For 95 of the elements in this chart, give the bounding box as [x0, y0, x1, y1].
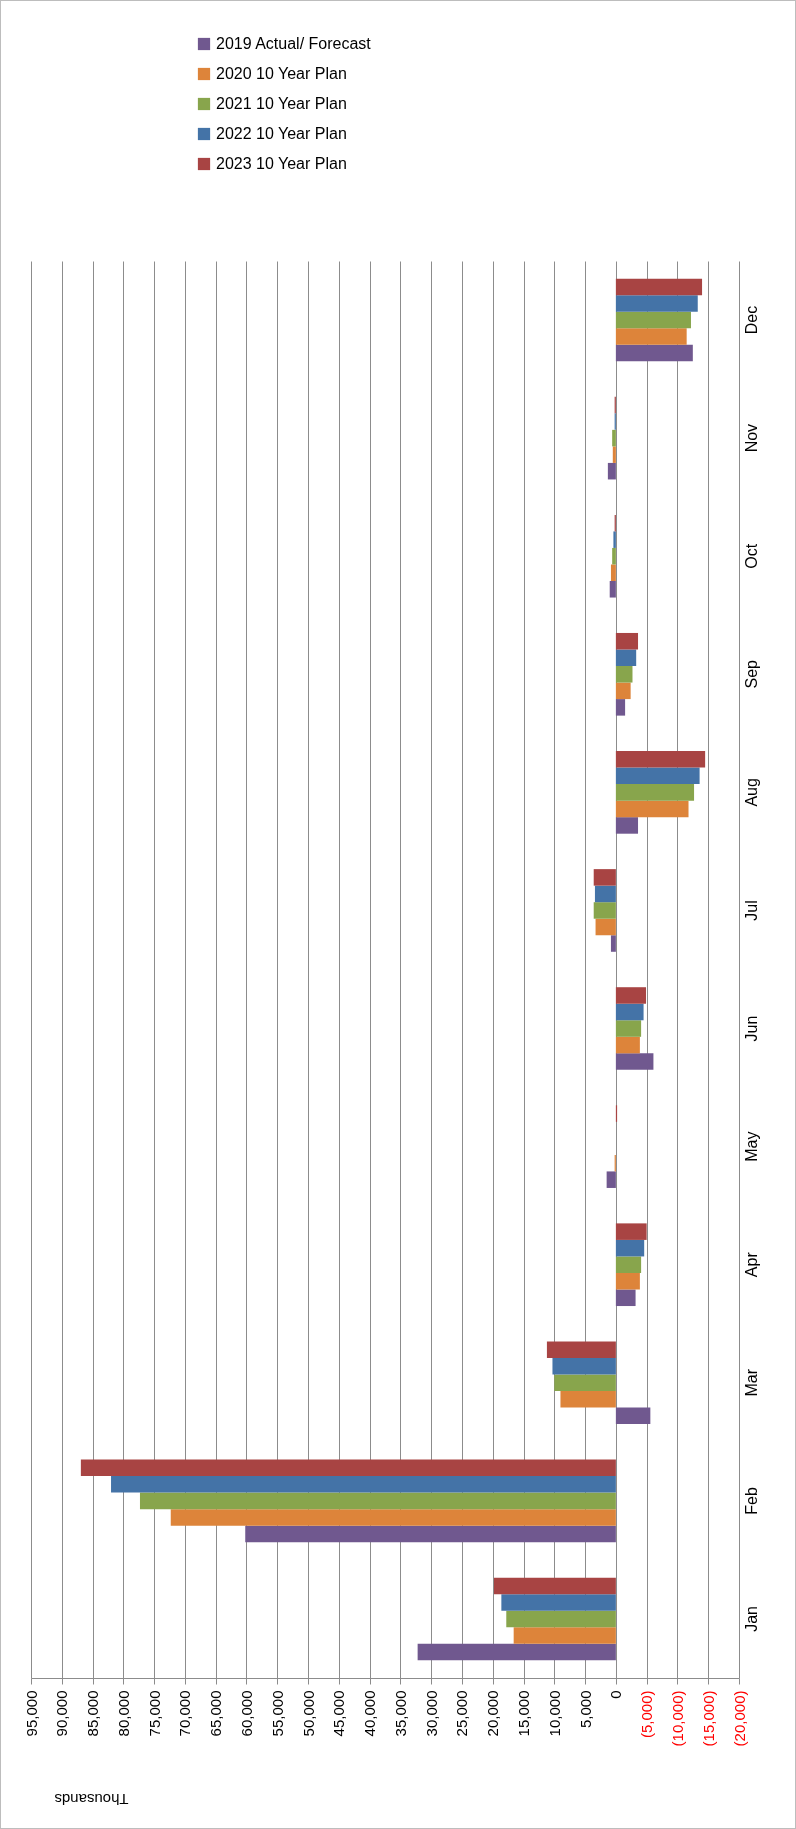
bar [615, 699, 626, 716]
bar [493, 1577, 616, 1595]
bar [170, 1509, 616, 1526]
y-tick-label: Jan [742, 1606, 760, 1632]
bar [615, 278, 703, 296]
y-tick-label: Nov [742, 423, 760, 453]
x-tick-label: 60,000 [237, 1690, 255, 1737]
bar [615, 784, 695, 801]
bar [615, 1407, 651, 1425]
x-tick-label: 55,000 [268, 1690, 286, 1737]
x-tick-label: (5,000) [638, 1690, 656, 1739]
bar [501, 1594, 616, 1611]
legend-label: 2019 Actual/ Forecast [216, 35, 372, 52]
x-tick-label: 75,000 [145, 1690, 163, 1737]
x-tick-label: 50,000 [299, 1690, 317, 1737]
bar [615, 682, 631, 700]
bar [593, 869, 616, 886]
bar [612, 547, 616, 565]
x-tick-label: 5,000 [576, 1690, 594, 1729]
x-tick-label: 95,000 [22, 1690, 40, 1737]
bar [615, 1256, 642, 1273]
x-tick-label: 80,000 [114, 1690, 132, 1737]
bar [613, 531, 616, 548]
bar [513, 1627, 616, 1644]
legend-label: 2020 10 Year Plan [216, 65, 347, 82]
x-tick-label: 90,000 [53, 1690, 71, 1737]
x-tick-label: (20,000) [730, 1690, 748, 1747]
y-tick-label: Feb [742, 1486, 760, 1515]
bar [612, 446, 616, 463]
y-tick-label: Aug [742, 778, 760, 807]
bar [615, 817, 639, 834]
x-tick-label: 10,000 [545, 1690, 563, 1737]
y-tick-label: Oct [742, 543, 760, 569]
bar [615, 1272, 640, 1290]
y-tick-label: Jul [742, 900, 760, 921]
bar [506, 1610, 616, 1628]
y-tick-label: May [742, 1131, 760, 1162]
legend-label: 2021 10 Year Plan [216, 95, 347, 112]
x-tick-label: 65,000 [207, 1690, 225, 1737]
x-tick-label: 85,000 [84, 1690, 102, 1737]
bar [560, 1391, 616, 1408]
x-tick-label: 0 [607, 1690, 625, 1699]
x-tick-label: (15,000) [699, 1690, 717, 1747]
bar [615, 1223, 647, 1240]
x-tick-label: 25,000 [453, 1690, 471, 1737]
bar [417, 1643, 616, 1661]
bar [139, 1492, 616, 1510]
bar [612, 429, 616, 447]
bar [245, 1525, 616, 1543]
y-tick-label: Dec [742, 305, 760, 335]
bar [594, 885, 616, 903]
bar [607, 462, 616, 480]
bar [615, 987, 647, 1004]
bar [615, 649, 637, 667]
bar [615, 1003, 644, 1021]
legend-label: 2022 10 Year Plan [216, 125, 347, 142]
x-tick-label: 30,000 [422, 1690, 440, 1737]
x-tick-label: 70,000 [176, 1690, 194, 1737]
bar [615, 751, 706, 768]
x-axis-title: Thousands [54, 1790, 129, 1808]
bar [615, 1036, 640, 1054]
bar [606, 1171, 616, 1188]
bar [615, 767, 700, 785]
bar [610, 564, 616, 582]
bar [615, 632, 639, 650]
legend-label: 2023 10 Year Plan [216, 155, 347, 172]
bar [80, 1459, 616, 1477]
bar [615, 800, 689, 818]
x-tick-label: 15,000 [515, 1690, 533, 1737]
x-tick-label: (10,000) [668, 1690, 686, 1747]
bar [554, 1374, 616, 1392]
bar [615, 328, 687, 345]
bar [552, 1357, 616, 1375]
bar [610, 935, 616, 952]
y-tick-label: Sep [742, 659, 760, 689]
bar [615, 1239, 645, 1257]
bar [615, 1020, 642, 1037]
bar [615, 311, 691, 329]
bar [609, 581, 616, 598]
x-tick-label: 45,000 [330, 1690, 348, 1737]
y-tick-label: Mar [742, 1368, 760, 1397]
y-tick-label: Jun [742, 1015, 760, 1042]
bar [615, 1289, 636, 1307]
x-tick-label: 35,000 [391, 1690, 409, 1737]
x-tick-label: 40,000 [361, 1690, 379, 1737]
bar [615, 344, 693, 362]
bar [111, 1476, 616, 1493]
bar [615, 295, 698, 312]
bar [546, 1341, 616, 1358]
bar [595, 918, 616, 936]
y-tick-label: Apr [742, 1251, 760, 1278]
bar [593, 902, 616, 919]
bar [615, 1053, 654, 1070]
x-tick-label: 20,000 [484, 1690, 502, 1737]
bar [615, 666, 633, 683]
